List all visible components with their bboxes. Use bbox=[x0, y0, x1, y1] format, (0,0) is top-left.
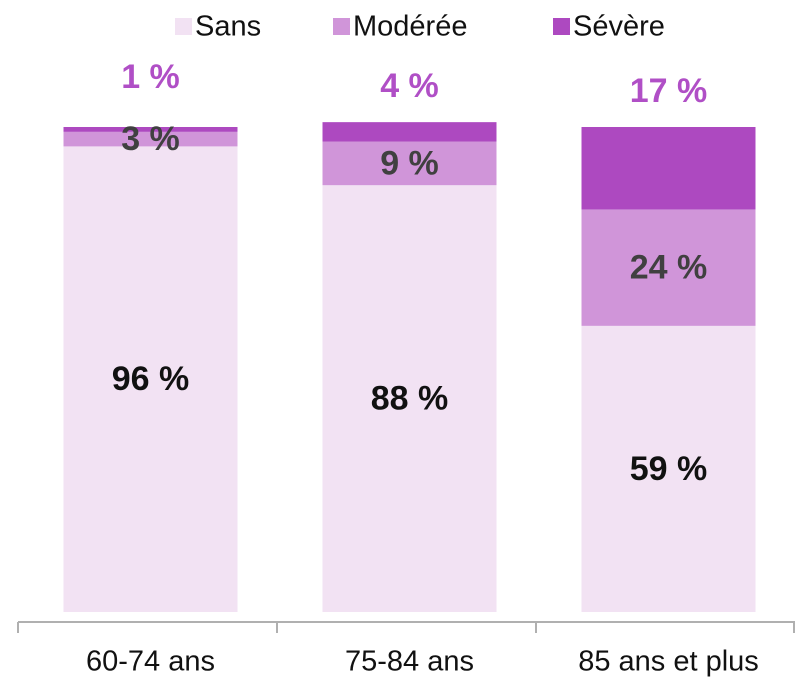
value-label: 17 % bbox=[630, 72, 708, 110]
legend-label: Sévère bbox=[573, 11, 665, 43]
bar-segment bbox=[322, 122, 497, 142]
legend-label: Sans bbox=[195, 11, 261, 43]
bar-segment bbox=[322, 185, 497, 612]
value-label: 1 % bbox=[121, 58, 180, 96]
legend-swatch bbox=[333, 18, 350, 35]
bar-segment bbox=[581, 325, 756, 612]
value-label: 3 % bbox=[121, 120, 180, 158]
bar-segment bbox=[63, 146, 238, 612]
legend-label: Modérée bbox=[353, 11, 467, 43]
bar-segment bbox=[63, 127, 238, 132]
bar-segment bbox=[63, 131, 238, 147]
value-label: 24 % bbox=[630, 249, 708, 287]
value-label: 59 % bbox=[630, 450, 708, 488]
bar-segment bbox=[581, 209, 756, 326]
value-label: 88 % bbox=[371, 380, 449, 418]
value-label: 4 % bbox=[380, 67, 439, 105]
bar-segment bbox=[581, 127, 756, 210]
value-label: 96 % bbox=[112, 360, 190, 398]
x-tick-label: 60-74 ans bbox=[86, 646, 215, 677]
x-tick-label: 75-84 ans bbox=[345, 646, 474, 677]
x-tick-label: 85 ans et plus bbox=[578, 646, 759, 677]
bar-segment bbox=[322, 141, 497, 186]
legend-swatch bbox=[553, 18, 570, 35]
legend-swatch bbox=[175, 18, 192, 35]
value-label: 9 % bbox=[380, 144, 439, 182]
